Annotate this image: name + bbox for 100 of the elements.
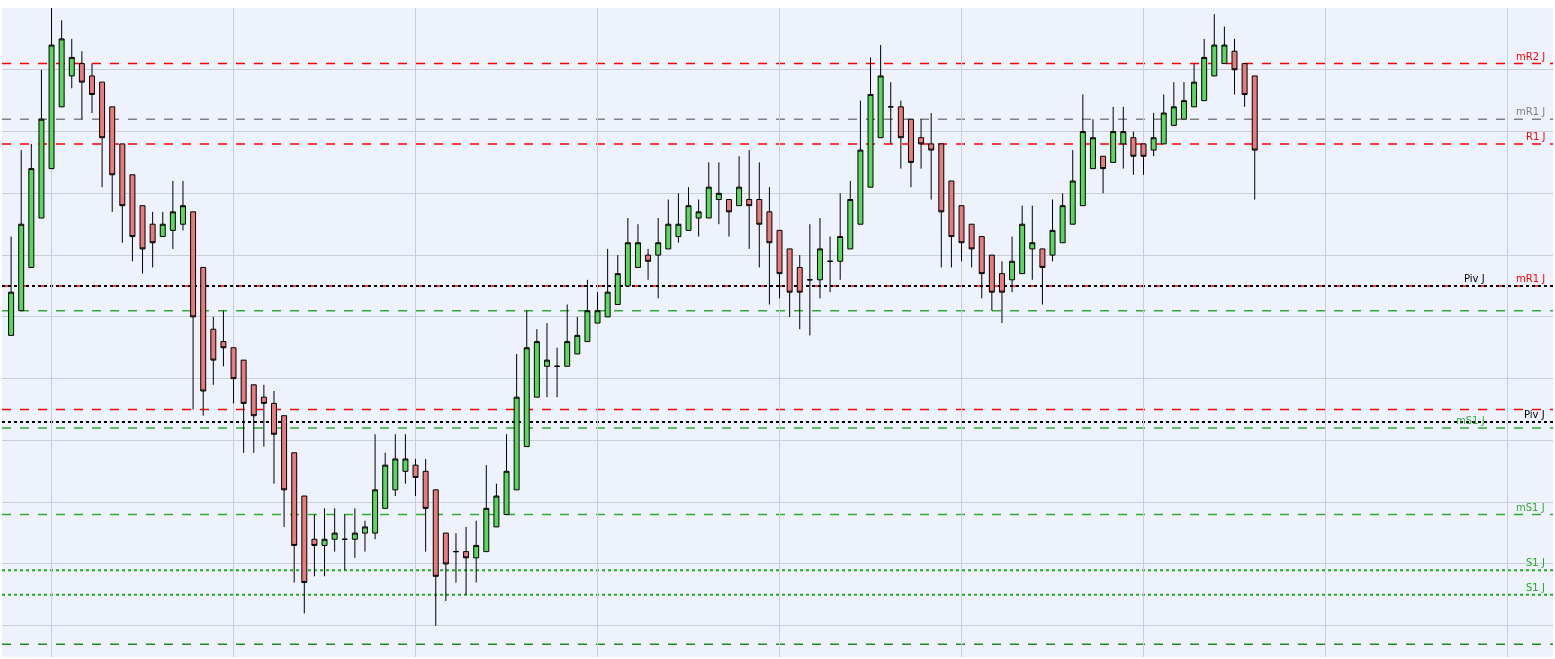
candlestick: [634, 223, 641, 268]
candlestick: [685, 186, 692, 231]
candlestick: [28, 143, 35, 268]
candlestick: [695, 199, 702, 238]
candlestick: [544, 322, 550, 398]
candlestick: [159, 211, 166, 238]
candlestick: [968, 223, 975, 268]
candlestick: [341, 514, 348, 571]
candlestick: [1180, 81, 1187, 120]
candlestick: [1170, 81, 1177, 126]
candlestick: [746, 149, 753, 250]
candlestick: [918, 118, 925, 170]
candlestick: [48, 8, 55, 170]
candlestick: [1201, 38, 1208, 102]
candlestick: [442, 532, 449, 602]
candlestick: [362, 520, 368, 553]
ref-line-label: mS1 J: [1456, 415, 1485, 426]
candlestick: [1221, 26, 1228, 65]
candlestick: [99, 81, 106, 188]
candlestick: [705, 161, 712, 219]
ref-line-label: mR1 J: [1516, 273, 1546, 284]
candlestick: [564, 304, 571, 367]
candlestick: [554, 347, 561, 398]
candlestick: [736, 155, 743, 207]
candlestick: [1059, 192, 1066, 244]
candlestick: [230, 347, 237, 404]
candlestick: [645, 248, 652, 281]
candlestick: [1120, 106, 1127, 170]
candlestick: [1211, 13, 1218, 77]
candlestick: [715, 161, 722, 225]
candlestick: [725, 199, 732, 238]
candlestick: [422, 458, 429, 553]
ref-line-label: mR2 J: [1516, 51, 1546, 62]
candlestick: [1231, 38, 1238, 95]
candlestick: [1049, 199, 1056, 262]
candlestick: [321, 507, 328, 577]
candlestick: [473, 520, 480, 583]
candlestick: [1140, 143, 1147, 176]
ref-line-label: R1 J: [1526, 131, 1546, 142]
candlestick: [594, 291, 601, 324]
candlestick: [291, 452, 298, 583]
candlestick: [756, 161, 763, 268]
candlestick: [533, 328, 540, 398]
candlestick: [948, 180, 955, 268]
candlestick: [574, 316, 581, 355]
candlestick: [78, 50, 85, 120]
candlestick: [1110, 106, 1117, 163]
candlestick: [180, 180, 186, 231]
ref-line-label: mR1 J: [1516, 106, 1546, 117]
candlestick: [89, 63, 95, 114]
candlestick: [1069, 149, 1076, 225]
candlestick: [897, 100, 904, 170]
candlestick: [149, 211, 156, 268]
candlestick: [169, 180, 176, 250]
candlestick: [837, 192, 844, 281]
candlestick: [1191, 63, 1198, 108]
ref-line-label: mS1 J: [1516, 502, 1545, 513]
candlestick: [665, 199, 672, 250]
candlestick: [311, 514, 318, 577]
candlestick: [119, 143, 126, 244]
candlestick: [847, 180, 854, 250]
candlestick: [38, 69, 45, 219]
candlestick: [351, 507, 358, 559]
candlestick: [1130, 131, 1137, 176]
candlestick: [382, 452, 389, 509]
ref-line-label: S1 J: [1526, 582, 1545, 593]
candlestick: [109, 106, 116, 213]
candlestick: [1150, 112, 1157, 157]
candlestick: [887, 81, 894, 145]
ref-line-label: Piv J: [1524, 409, 1545, 420]
candlestick: [463, 526, 470, 596]
candlestick: [1241, 63, 1248, 108]
candlestick: [432, 489, 439, 627]
candlestick: [493, 483, 500, 528]
candlestick: [1079, 93, 1086, 207]
candlestick: [210, 316, 217, 386]
candlestick: [331, 507, 338, 553]
candlestick: [1029, 205, 1036, 281]
candlestick: [1019, 205, 1026, 275]
candlestick: [68, 38, 75, 89]
candlestick: [857, 100, 864, 225]
candlestick: [372, 433, 379, 540]
candlestick: [402, 433, 409, 485]
candlestick: [1160, 93, 1167, 145]
candlestick: [1089, 118, 1096, 170]
candlestick: [129, 174, 136, 262]
candlestick: [867, 56, 874, 188]
candlestick: [907, 118, 914, 188]
candlestick: [928, 112, 935, 200]
candlestick: [877, 44, 884, 139]
ref-line-label: S1 J: [1526, 557, 1545, 568]
candlestick: [958, 205, 965, 262]
candlestick: [938, 143, 945, 268]
candlestick: [220, 310, 227, 367]
candlestick: [392, 433, 399, 497]
candlestick: [1251, 75, 1258, 200]
candlestick: [58, 19, 65, 108]
ref-line-label: Piv J: [1464, 273, 1485, 284]
candlestick: [503, 433, 510, 516]
candlestick: [301, 495, 308, 614]
